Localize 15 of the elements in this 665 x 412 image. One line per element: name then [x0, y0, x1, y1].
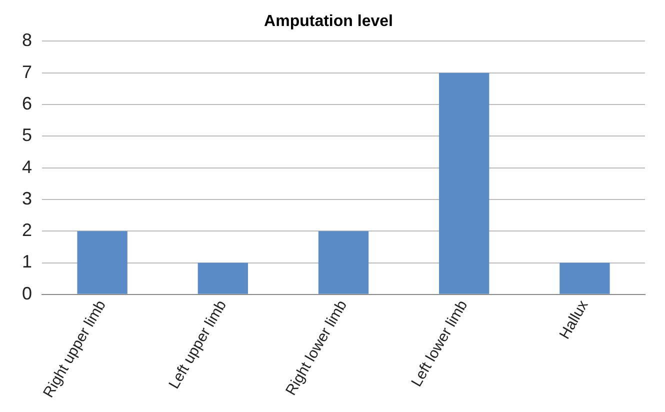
y-tick-label: 3 — [22, 188, 32, 208]
y-tick-label: 5 — [22, 125, 32, 146]
bar — [77, 231, 128, 294]
bar — [318, 231, 369, 294]
y-tick-label: 6 — [22, 93, 32, 114]
bar — [560, 262, 610, 294]
y-tick-label: 8 — [22, 30, 32, 50]
y-tick-label: 1 — [22, 252, 32, 272]
bar — [439, 72, 490, 294]
chart-title: Amputation level — [264, 13, 393, 30]
bar — [198, 262, 248, 294]
y-tick-label: 0 — [22, 283, 32, 304]
y-tick-label: 7 — [22, 62, 32, 82]
y-tick-label: 4 — [22, 156, 32, 177]
y-tick-label: 2 — [22, 220, 32, 240]
